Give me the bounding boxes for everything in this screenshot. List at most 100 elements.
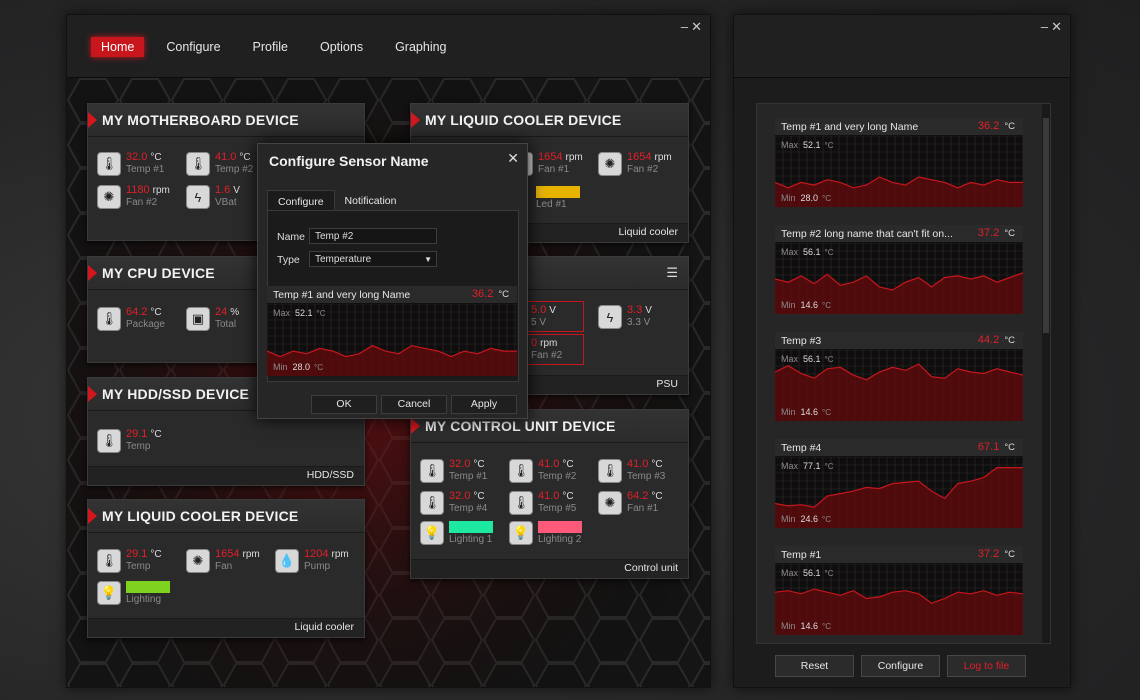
sensor-temp1[interactable]: 🌡 32.0 °C Temp #1	[97, 152, 164, 176]
log-to-file-button[interactable]: Log to file	[947, 655, 1026, 677]
sensor-temp[interactable]: 🌡 29.1 °C Temp	[97, 549, 162, 573]
graph-line	[774, 176, 1023, 189]
sensor-lighting[interactable]: 💡 Lighting	[97, 581, 170, 605]
tab-configure[interactable]: Configure	[267, 190, 335, 213]
thermometer-icon: 🌡	[598, 459, 622, 483]
graph-value: 36.2 °C	[977, 120, 1015, 132]
sensor-fan2[interactable]: ✺ 1654 rpm Fan #2	[598, 152, 672, 176]
fan-icon: ✺	[598, 152, 622, 176]
sensor-fan2[interactable]: ✺ 1180 rpm Fan #2	[97, 185, 170, 209]
card-footer-label: HDD/SSD	[306, 469, 354, 481]
graph-title: Temp #1	[781, 549, 822, 561]
cancel-button[interactable]: Cancel	[381, 395, 447, 414]
thermometer-icon: 🌡	[97, 429, 121, 453]
graph-line	[774, 467, 1023, 508]
led-swatch	[536, 186, 580, 198]
tab-configure[interactable]: Configure	[166, 40, 221, 54]
sensor-temp2[interactable]: 🌡 41.0 °C Temp #2	[509, 459, 576, 483]
thermometer-icon: 🌡	[97, 152, 121, 176]
graph-plot	[774, 563, 1024, 635]
close-icon[interactable]: ✕	[507, 150, 519, 166]
fan-icon: ✺	[97, 185, 121, 209]
sensor-temp3[interactable]: 🌡 41.0 °C Temp #3	[598, 459, 665, 483]
bolt-icon: ϟ	[598, 305, 622, 329]
close-icon[interactable]: ✕	[1051, 19, 1062, 34]
sensor-lighting1[interactable]: 💡 Lighting 1	[420, 521, 493, 545]
sensor-3v3[interactable]: ϟ 3.3 V 3.3 V	[598, 305, 652, 329]
sensor-fan2[interactable]: 0 rpm Fan #2	[525, 334, 584, 365]
sensor-temp4[interactable]: 🌡 32.0 °C Temp #4	[420, 491, 487, 515]
sensor-package[interactable]: 🌡 64.2 °C Package	[97, 307, 165, 331]
sensor-vbat[interactable]: ϟ 1.6 V VBat	[186, 185, 240, 209]
graph-title: Temp #4	[781, 442, 822, 454]
graph-max: Max 56.1 °C	[781, 568, 834, 578]
ok-button[interactable]: OK	[311, 395, 377, 414]
sensor-lighting2[interactable]: 💡 Lighting 2	[509, 521, 582, 545]
graph-line	[774, 588, 1024, 604]
sensor-pump[interactable]: 💧 1204 rpm Pump	[275, 549, 349, 573]
graph-card[interactable]: Temp #1 37.2 °C Max 56.1 °C Min 14.6 °C	[774, 546, 1024, 635]
tab-graphing[interactable]: Graphing	[395, 40, 447, 54]
graph-card[interactable]: Temp #1 and very long Name 36.2 °C Max 52.1 °…	[774, 118, 1024, 207]
graph-value: 37.2 °C	[977, 548, 1015, 560]
close-icon[interactable]: ✕	[691, 19, 702, 34]
apply-button[interactable]: Apply	[451, 395, 517, 414]
main-nav: Home Configure Profile Options Graphing	[91, 37, 469, 57]
tab-profile[interactable]: Profile	[252, 40, 288, 54]
main-titlebar: – ✕ Home Configure Profile Options Graph…	[67, 15, 710, 78]
thermometer-icon: 🌡	[97, 307, 121, 331]
preview-graph-plot	[266, 303, 517, 377]
thermometer-icon: 🌡	[420, 491, 444, 515]
graph-title: Temp #3	[781, 335, 822, 347]
card-liquid-cooler-bottom: MY LIQUID COOLER DEVICE 🌡 29.1 °C Temp ✺ 165…	[87, 499, 365, 638]
graph-max: Max 77.1 °C	[781, 461, 834, 471]
graph-card[interactable]: Temp #2 long name that can't fit on... 37…	[774, 225, 1024, 314]
graph-max: Max 56.1 °C	[781, 354, 834, 364]
configure-button[interactable]: Configure	[861, 655, 940, 677]
sensor-temp5[interactable]: 🌡 41.0 °C Temp #5	[509, 491, 576, 515]
sensor-total[interactable]: ▣ 24% Total	[186, 307, 239, 331]
dialog-tabs: Configure Notification	[267, 190, 406, 213]
dialog-title: Configure Sensor Name	[269, 153, 429, 169]
graph-line	[774, 272, 1024, 291]
minimize-icon[interactable]: –	[1040, 19, 1048, 34]
graph-min: Min 24.6 °C	[781, 514, 832, 524]
chip-icon: ▣	[186, 307, 210, 331]
sensor-temp2[interactable]: 🌡 41.0 °C Temp #2	[186, 152, 253, 176]
graph-card[interactable]: Temp #3 44.2 °C Max 56.1 °C Min 14.6 °C	[774, 332, 1024, 421]
tab-home[interactable]: Home	[91, 37, 145, 57]
sensor-temp1[interactable]: 🌡 32.0 °C Temp #1	[420, 459, 487, 483]
graph-line	[266, 344, 517, 358]
card-title: MY CONTROL UNIT DEVICE	[425, 418, 616, 434]
card-control-unit: MY CONTROL UNIT DEVICE 🌡 32.0 °C Temp #1 🌡 4…	[410, 409, 689, 579]
sensor-fan1[interactable]: ✺ 64.2 °C Fan #1	[598, 491, 663, 515]
sensor-5v[interactable]: 5.0 V 5 V	[525, 301, 584, 332]
name-input[interactable]: Temp #2	[309, 228, 437, 244]
graph-card[interactable]: Temp #4 67.1 °C Max 77.1 °C Min 24.6 °C	[774, 439, 1024, 528]
scrollbar[interactable]	[1042, 104, 1050, 643]
graph-titlebar: – ✕	[734, 15, 1070, 78]
card-hdd: MY HDD/SSD DEVICE 🌡 29.1 °C Temp HDD/SSD	[87, 377, 365, 486]
thermometer-icon: 🌡	[509, 459, 533, 483]
type-select[interactable]: Temperature ▼	[309, 251, 437, 267]
name-label: Name	[277, 231, 306, 243]
graph-area	[775, 364, 1023, 421]
tab-options[interactable]: Options	[319, 40, 364, 54]
card-header: MY LIQUID COOLER DEVICE	[88, 500, 364, 533]
thermometer-icon: 🌡	[186, 152, 210, 176]
settings-sliders-icon[interactable]: ☰	[666, 265, 678, 280]
tab-notification[interactable]: Notification	[344, 195, 397, 207]
graph-max: Max 52.1 °C	[781, 140, 834, 150]
card-footer-label: PSU	[656, 378, 678, 390]
minimize-icon[interactable]: –	[680, 19, 688, 34]
scrollbar-thumb[interactable]	[1043, 118, 1049, 333]
sensor-temp[interactable]: 🌡 29.1 °C Temp	[97, 429, 162, 453]
graph-line	[774, 363, 1024, 381]
reset-button[interactable]: Reset	[775, 655, 854, 677]
graph-value: 67.1 °C	[977, 441, 1015, 453]
configure-sensor-dialog: Configure Sensor Name ✕ Configure Notifi…	[257, 143, 528, 419]
sensor-led1[interactable]: Led #1	[536, 186, 580, 210]
sensor-fan[interactable]: ✺ 1654 rpm Fan	[186, 549, 260, 573]
thermometer-icon: 🌡	[420, 459, 444, 483]
lighting1-swatch	[449, 521, 493, 533]
